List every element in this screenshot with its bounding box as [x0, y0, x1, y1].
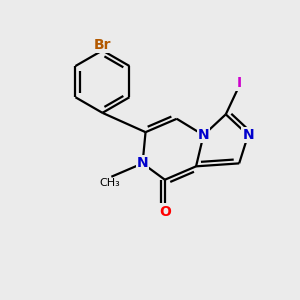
Text: I: I [237, 76, 242, 90]
Text: O: O [159, 205, 171, 218]
Text: N: N [242, 128, 254, 142]
Text: N: N [198, 128, 209, 142]
Text: CH₃: CH₃ [100, 178, 120, 188]
Text: N: N [137, 156, 148, 170]
Text: Br: Br [94, 38, 111, 52]
